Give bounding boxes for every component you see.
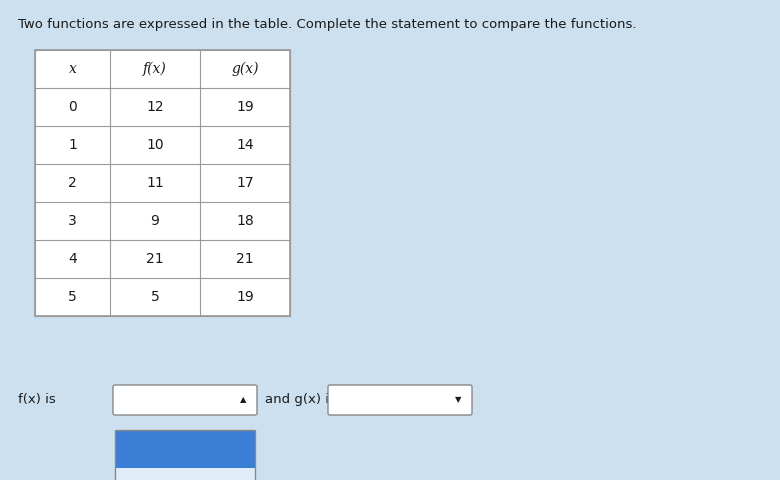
Text: 12: 12 [146, 100, 164, 114]
FancyBboxPatch shape [113, 385, 257, 415]
Text: 3: 3 [68, 214, 77, 228]
Text: 17: 17 [236, 176, 254, 190]
Text: 5: 5 [68, 290, 77, 304]
FancyBboxPatch shape [328, 385, 472, 415]
Bar [115, 430, 255, 468]
Text: 18: 18 [236, 214, 254, 228]
Text: 4: 4 [68, 252, 77, 266]
Text: ▼: ▼ [455, 396, 461, 405]
Text: Two functions are expressed in the table. Complete the statement to compare the : Two functions are expressed in the table… [18, 18, 636, 31]
Bar [115, 468, 255, 480]
Text: 14: 14 [236, 138, 254, 152]
Text: 9: 9 [151, 214, 159, 228]
Text: g(x): g(x) [231, 62, 259, 76]
Text: and g(x) is: and g(x) is [265, 394, 336, 407]
Text: 19: 19 [236, 100, 254, 114]
Bar [115, 430, 255, 480]
Bar [35, 50, 290, 316]
Text: 1: 1 [68, 138, 77, 152]
Text: 21: 21 [146, 252, 164, 266]
Text: 0: 0 [68, 100, 77, 114]
Text: f(x): f(x) [143, 62, 167, 76]
Text: x: x [69, 62, 76, 76]
Text: 10: 10 [146, 138, 164, 152]
Text: 19: 19 [236, 290, 254, 304]
Text: 21: 21 [236, 252, 254, 266]
Text: 5: 5 [151, 290, 159, 304]
Text: f(x) is: f(x) is [18, 394, 55, 407]
Text: 2: 2 [68, 176, 77, 190]
Text: ▲: ▲ [239, 396, 246, 405]
Text: 11: 11 [146, 176, 164, 190]
